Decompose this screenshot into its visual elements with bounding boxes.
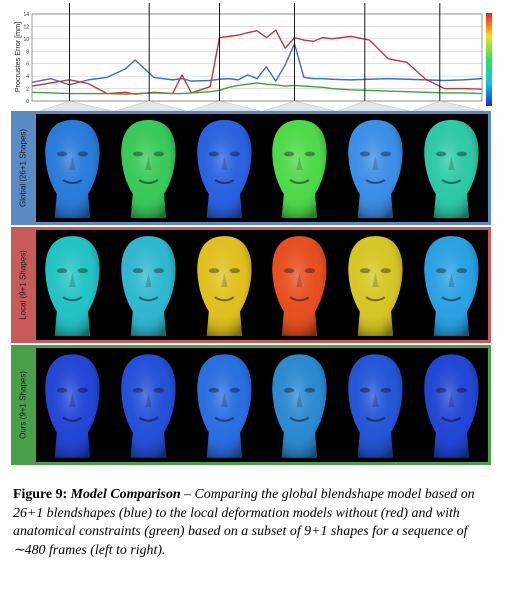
y-tick-label: 10 (23, 37, 29, 43)
frame-marker-wedge (114, 100, 187, 112)
face-render (187, 114, 261, 222)
series-line (31, 82, 483, 95)
panel-label-global: Global (26+1 Shapes) (18, 128, 27, 208)
face-render (339, 114, 413, 222)
panel-global: Global (26+1 Shapes) (11, 111, 491, 225)
face-render (36, 348, 109, 462)
frame-marker-wedge (412, 100, 485, 112)
colorbar (486, 13, 492, 106)
face-row-local (36, 230, 488, 340)
plot-frame (31, 13, 483, 102)
panel-label-local: Local (9+1 Shapes) (18, 250, 27, 320)
face-row-ours (36, 348, 488, 462)
y-tick-label: 6 (26, 62, 29, 68)
face-render (187, 230, 261, 340)
frame-marker-wedge (263, 100, 336, 112)
frame-marker-wedge (188, 100, 262, 112)
y-axis-label: Procrustes Error [mm] (13, 22, 22, 92)
face-render (36, 114, 109, 222)
y-tick-label: 8 (26, 49, 29, 55)
face-render (187, 348, 261, 462)
figure-number: Figure 9: (13, 487, 68, 502)
caption-heading: Model Comparison (70, 487, 181, 502)
caption-body: Comparing the global blendshape model ba… (13, 487, 475, 558)
face-render (111, 114, 185, 222)
face-render (339, 348, 413, 462)
panel-ours: Ours (9+1 Shapes) (11, 345, 491, 465)
face-render (263, 114, 337, 222)
y-tick-label: 2 (26, 87, 29, 93)
face-render (111, 230, 185, 340)
frame-marker-wedge (337, 100, 411, 112)
face-render (263, 348, 337, 462)
face-render (263, 230, 337, 340)
series-line (31, 43, 483, 86)
face-render (415, 230, 488, 340)
frame-marker-wedge (39, 100, 113, 112)
face-render (415, 348, 488, 462)
face-render (111, 348, 185, 462)
face-render (415, 114, 488, 222)
face-render (36, 230, 109, 340)
y-tick-label: 14 (23, 12, 29, 18)
face-row-global (36, 114, 488, 222)
error-plot: Procrustes Error [mm] 0 2 4 6 8 10 12 14 (13, 3, 492, 112)
y-tick-label: 0 (26, 99, 29, 105)
caption-dash: – (180, 487, 195, 502)
face-render (339, 230, 413, 340)
figure-caption: Figure 9: Model Comparison – Comparing t… (13, 486, 499, 560)
y-tick-label: 12 (23, 24, 29, 30)
y-tick-label: 4 (26, 74, 29, 80)
panel-label-ours: Ours (9+1 Shapes) (18, 371, 27, 439)
series-line (31, 29, 483, 95)
panel-local: Local (9+1 Shapes) (11, 227, 491, 343)
